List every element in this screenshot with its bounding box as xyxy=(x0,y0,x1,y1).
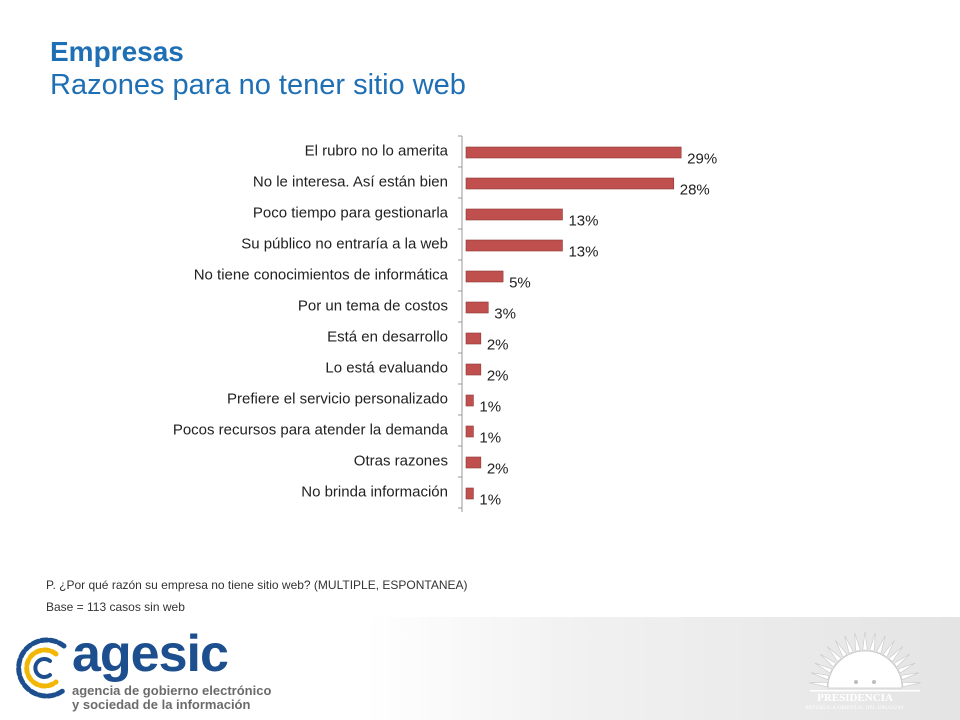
bar xyxy=(465,270,504,283)
sun-ray xyxy=(835,640,848,658)
category-label: No tiene conocimientos de informática xyxy=(194,266,449,283)
agesic-subtitle: agencia de gobierno electrónico y socied… xyxy=(72,684,271,712)
category-label: Otras razones xyxy=(354,452,448,469)
data-label: 2% xyxy=(487,460,509,477)
sun-ray xyxy=(876,635,886,654)
category-label: El rubro no lo amerita xyxy=(305,142,449,159)
category-label: Poco tiempo para gestionarla xyxy=(253,204,449,221)
bar xyxy=(465,239,563,252)
category-label: Lo está evaluando xyxy=(325,359,448,376)
data-label: 29% xyxy=(687,150,717,167)
footnote-question: P. ¿Por qué razón su empresa no tiene si… xyxy=(46,578,468,592)
presidencia-name: PRESIDENCIA xyxy=(817,692,893,704)
bar xyxy=(465,487,474,500)
data-label: 2% xyxy=(487,367,509,384)
category-label: Pocos recursos para atender la demanda xyxy=(173,421,449,438)
sun-ray xyxy=(893,653,910,668)
sun-ray xyxy=(809,681,828,688)
bar xyxy=(465,394,474,407)
presidencia-sun-icon xyxy=(809,631,921,692)
category-label: Su público no entraría a la web xyxy=(241,235,448,252)
data-label: 3% xyxy=(494,305,516,322)
title-line-2: Razones para no tener sitio web xyxy=(50,69,466,101)
sun-ray xyxy=(814,662,833,674)
page-title: Empresas Razones para no tener sitio web xyxy=(50,36,466,102)
bar xyxy=(465,363,482,376)
category-label: Por un tema de costos xyxy=(298,297,448,314)
sun-ray xyxy=(902,681,921,688)
category-label: Prefiere el servicio personalizado xyxy=(227,390,448,407)
bar xyxy=(465,177,675,190)
sun-ray xyxy=(844,635,854,654)
sun-ray xyxy=(820,653,837,668)
sun-ray xyxy=(897,662,916,674)
data-label: 1% xyxy=(479,491,501,508)
sun-ray xyxy=(827,646,842,662)
data-label: 5% xyxy=(509,274,531,291)
sun-ray xyxy=(882,640,895,658)
title-line-1: Empresas xyxy=(50,36,184,67)
bar xyxy=(465,425,474,438)
bar xyxy=(465,146,682,159)
agesic-subtitle-line-2: y sociedad de la información xyxy=(72,697,251,712)
sun-ray xyxy=(869,632,876,652)
data-label: 1% xyxy=(479,429,501,446)
sun-ray xyxy=(862,631,868,651)
footnote-base: Base = 113 casos sin web xyxy=(46,600,185,614)
data-label: 13% xyxy=(568,243,598,260)
category-label: No brinda información xyxy=(301,483,448,500)
sun-ray xyxy=(888,646,903,662)
data-label: 2% xyxy=(487,336,509,353)
sun-ray xyxy=(900,672,919,681)
bar xyxy=(465,456,482,469)
category-label: Está en desarrollo xyxy=(327,328,448,345)
agesic-logo-icon xyxy=(16,637,67,699)
category-label: No le interesa. Así están bien xyxy=(253,173,448,190)
bar xyxy=(465,332,482,345)
presidencia-subtitle: REPÚBLICA ORIENTAL DEL URUGUAY xyxy=(805,706,905,711)
sun-ray xyxy=(811,672,830,681)
data-label: 13% xyxy=(568,212,598,229)
sun-ray xyxy=(854,632,861,652)
bar xyxy=(465,208,563,221)
data-label: 28% xyxy=(680,181,710,198)
data-label: 1% xyxy=(479,398,501,415)
footer-band xyxy=(0,617,960,720)
bar-chart: El rubro no lo amerita 29% No le interesa.… xyxy=(173,135,717,512)
agesic-subtitle-line-1: agencia de gobierno electrónico xyxy=(72,683,272,698)
agesic-wordmark: agesic xyxy=(72,625,229,683)
bar xyxy=(465,301,489,314)
